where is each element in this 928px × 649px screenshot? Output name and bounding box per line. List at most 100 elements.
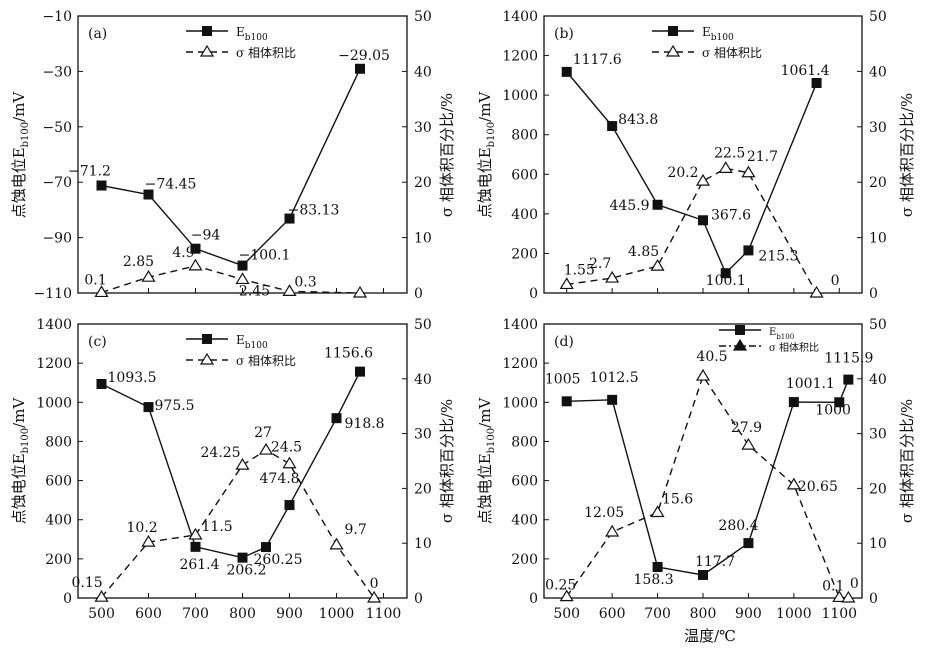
y-left-tick-label: 0 [63, 591, 72, 607]
y-left-tick-label: 0 [529, 286, 538, 302]
panel-label: (b) [554, 26, 574, 42]
triangle-marker [650, 258, 665, 271]
data-label: 1000 [815, 402, 851, 418]
x-tick-label: 600 [599, 606, 626, 622]
y-right-tick-label: 50 [869, 9, 887, 25]
eb100-series-line [566, 379, 850, 576]
data-label: 1115.9 [824, 351, 873, 367]
y-left-tick-label: 600 [511, 167, 538, 183]
data-label: −83.13 [288, 203, 340, 219]
square-marker [237, 260, 248, 271]
y-left-tick-label: 600 [511, 474, 538, 490]
square-marker [843, 374, 854, 385]
x-axis-label: 温度/℃ [684, 627, 736, 645]
x-tick-label: 700 [182, 606, 209, 622]
data-label: 975.5 [155, 398, 195, 414]
data-label: 0.25 [545, 578, 576, 594]
panel-label: (d) [554, 334, 574, 350]
triangle-marker [282, 456, 297, 469]
square-marker [96, 378, 107, 389]
legend-label: Eb100 [769, 327, 794, 341]
y-left-tick-label: 1400 [36, 317, 72, 333]
y-right-axis-label: σ 相体积百分比/% [438, 399, 456, 523]
triangle-marker [188, 258, 203, 271]
legend-label: Eb100 [236, 333, 268, 351]
y-left-tick-label: 1200 [36, 356, 72, 372]
panel-label: (c) [88, 334, 107, 350]
triangle-marker [367, 590, 382, 603]
data-label: 1001.1 [786, 376, 835, 392]
data-label: 1.55 [564, 262, 595, 278]
data-label: 20.2 [667, 165, 698, 181]
triangle-marker [235, 272, 250, 285]
data-label: 1117.6 [573, 52, 622, 68]
y-right-tick-label: 10 [869, 536, 887, 552]
y-left-tick-label: 800 [45, 434, 72, 450]
data-label: 843.8 [618, 112, 658, 128]
data-label: 1156.6 [324, 346, 373, 362]
legend-label: σ 相体积比 [769, 341, 819, 354]
y-left-tick-label: −10 [42, 9, 72, 25]
eb100-series-line [101, 68, 361, 267]
x-tick-label: 1100 [821, 606, 857, 622]
y-left-tick-label: 1000 [502, 395, 538, 411]
square-marker [834, 397, 845, 408]
y-left-tick-label: 400 [45, 513, 72, 529]
triangle-marker [352, 285, 368, 298]
y-left-tick-label: 1400 [502, 9, 538, 25]
data-label: 40.5 [696, 349, 727, 365]
y-left-axis-label: 点蚀电位Eb100/mV [476, 91, 497, 219]
data-label: 22.5 [714, 145, 745, 161]
square-marker [743, 538, 754, 549]
triangle-marker [741, 437, 756, 450]
square-marker [261, 542, 271, 553]
data-label: 27.9 [731, 420, 762, 436]
x-tick-label: 700 [644, 606, 671, 622]
square-marker [698, 215, 708, 226]
y-left-tick-label: 800 [511, 434, 538, 450]
triangle-marker [718, 161, 733, 173]
chart-panel-3: 500 600 700 800 900 1000 110002004006008001000… [10, 317, 456, 622]
triangle-marker [141, 270, 156, 282]
data-label: 206.2 [226, 563, 266, 579]
data-label: 10.2 [127, 520, 158, 536]
y-left-axis-label: 点蚀电位Eb100/mV [476, 397, 497, 525]
panels: −110 −90 −70 −50 −30 −10 0 10 20 30 40 50 (a) −71.2 −7… [10, 9, 916, 622]
data-label: 27 [254, 425, 272, 441]
sigma-series-line [566, 374, 849, 599]
data-label: 0.1 [822, 578, 844, 594]
data-label: 261.4 [179, 557, 219, 573]
triangle-marker [199, 352, 215, 365]
triangle-marker [832, 590, 847, 603]
square-marker [284, 213, 295, 224]
y-right-tick-label: 0 [414, 286, 423, 302]
triangle-marker [559, 589, 574, 602]
square-marker [355, 63, 365, 74]
y-right-tick-label: 10 [414, 231, 432, 247]
triangle-marker [605, 524, 620, 537]
triangle-marker [665, 44, 681, 57]
data-label: 215.3 [758, 248, 798, 264]
legend-label: σ 相体积比 [236, 354, 296, 368]
square-marker [143, 402, 154, 413]
y-left-tick-label: 800 [511, 128, 538, 144]
y-right-tick-label: 20 [869, 175, 887, 191]
y-left-tick-label: −30 [42, 64, 72, 80]
panel-label: (a) [88, 26, 107, 42]
y-right-tick-label: 20 [414, 481, 432, 497]
x-tick-label: 500 [88, 606, 115, 622]
y-left-tick-label: 1200 [502, 49, 538, 65]
data-label: 12.05 [584, 505, 624, 521]
data-label: 280.4 [718, 518, 758, 534]
data-label: 100.1 [706, 273, 746, 289]
data-label: 367.6 [711, 207, 751, 223]
data-label: 0 [850, 576, 859, 592]
x-tick-label: 1000 [319, 606, 355, 622]
square-marker [788, 397, 799, 408]
data-label: 1061.4 [781, 63, 830, 79]
x-tick-label: 800 [690, 606, 717, 622]
square-marker [652, 562, 663, 573]
triangle-marker [695, 368, 711, 381]
square-marker [331, 413, 342, 424]
y-right-tick-label: 30 [869, 120, 887, 136]
